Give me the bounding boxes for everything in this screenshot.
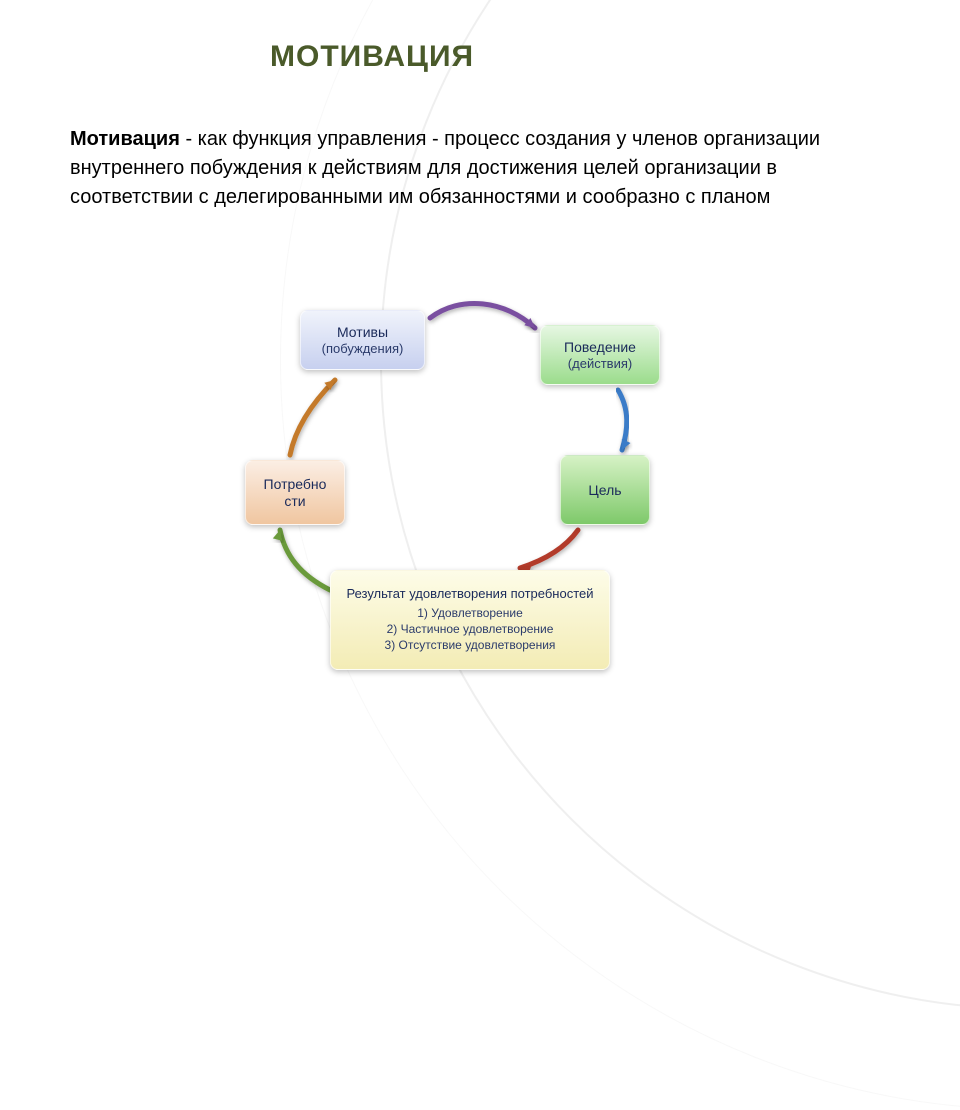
arrow-goal-to-result: [520, 530, 578, 568]
arrow-needs-to-motives: [290, 380, 335, 455]
arrow-motives-to-behavior: [430, 303, 535, 328]
node-goal: Цель: [560, 455, 650, 525]
node-behavior: Поведение(действия): [540, 325, 660, 385]
node-result: Результат удовлетворения потребностей1) …: [330, 570, 610, 670]
node-motives: Мотивы(побуждения): [300, 310, 425, 370]
arrow-result-to-needs: [280, 530, 330, 590]
node-needs: Потребности: [245, 460, 345, 525]
